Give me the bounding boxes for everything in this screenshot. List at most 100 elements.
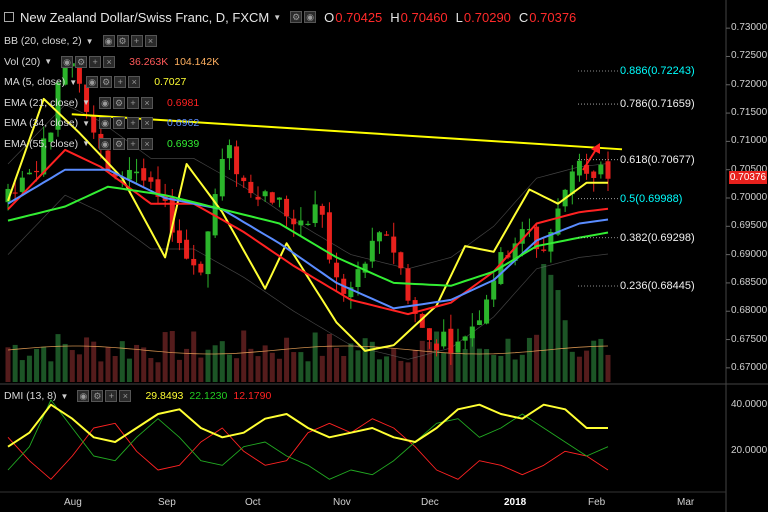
eye-icon[interactable]: ◉: [61, 55, 74, 68]
symbol-square-icon[interactable]: [4, 12, 14, 22]
eye-icon[interactable]: ◉: [77, 390, 90, 402]
chevron-down-icon[interactable]: ▼: [82, 118, 91, 128]
add-icon[interactable]: +: [105, 390, 118, 402]
time-tick-label: Oct: [245, 497, 261, 508]
price-tick-label: 0.72000: [731, 78, 768, 90]
eye-icon[interactable]: ◉: [86, 76, 99, 88]
eye-icon[interactable]: ◉: [102, 35, 115, 47]
close-icon[interactable]: ×: [103, 55, 116, 68]
fib-level-label: 0.886(0.72243): [620, 65, 695, 77]
ema55-line: [7, 185, 609, 287]
eye-icon[interactable]: ◉: [304, 11, 317, 23]
candle-body: [148, 177, 154, 182]
eye-icon[interactable]: ◉: [99, 96, 112, 109]
legend-row[interactable]: EMA (55, close) ▼ ◉ ⚙ + × 0.6939: [4, 136, 199, 152]
volume-bar: [605, 354, 611, 382]
close-icon[interactable]: ×: [128, 76, 141, 88]
volume-bar: [291, 352, 297, 382]
candle-body: [448, 328, 454, 353]
legend-row[interactable]: MA (5, close) ▼ ◉ ⚙ + × 0.7027: [4, 74, 186, 90]
add-icon[interactable]: +: [127, 137, 140, 150]
fibonacci-levels: [578, 70, 618, 287]
ema21-line: [7, 148, 609, 316]
close-icon[interactable]: ×: [141, 96, 154, 109]
candle-body: [519, 229, 525, 244]
add-icon[interactable]: +: [127, 117, 140, 129]
chevron-down-icon[interactable]: ▼: [69, 77, 78, 87]
legend-row[interactable]: EMA (21, close) ▼ ◉ ⚙ + × 0.6981: [4, 95, 199, 111]
volume-bar: [191, 331, 197, 382]
volume-bar: [26, 355, 32, 382]
volume-bar: [76, 354, 82, 382]
volume-bar: [226, 354, 232, 382]
chart-header: New Zealand Dollar/Swiss Franc, D, FXCM …: [0, 7, 584, 27]
candle-body: [555, 208, 561, 235]
settings-icon[interactable]: ⚙: [113, 117, 126, 129]
volume-bar: [234, 358, 240, 382]
close-icon[interactable]: ×: [141, 137, 154, 150]
candle-body: [434, 343, 440, 351]
legend-row[interactable]: BB (20, close, 2) ▼ ◉ ⚙ + ×: [4, 33, 165, 49]
chevron-down-icon[interactable]: ▼: [44, 57, 53, 66]
chevron-down-icon[interactable]: ▼: [60, 391, 69, 401]
candle-body: [19, 177, 25, 192]
chevron-down-icon[interactable]: ▼: [273, 12, 282, 22]
chevron-down-icon[interactable]: ▼: [85, 36, 94, 46]
close-icon[interactable]: ×: [119, 390, 132, 402]
legend-label: MA (5, close): [4, 76, 66, 88]
volume-bar: [426, 342, 432, 382]
candle-body: [5, 188, 11, 203]
candle-body: [541, 249, 547, 251]
settings-icon[interactable]: ⚙: [75, 55, 88, 68]
volume-bar: [112, 356, 118, 382]
settings-icon[interactable]: ⚙: [100, 76, 113, 88]
close-icon[interactable]: ×: [141, 117, 154, 129]
candle-body: [484, 299, 490, 324]
price-tick-label: 0.69000: [731, 248, 768, 260]
candle-body: [605, 161, 611, 179]
chevron-down-icon[interactable]: ▼: [82, 98, 91, 107]
volume-bar: [262, 345, 268, 382]
add-icon[interactable]: +: [130, 35, 143, 47]
settings-icon[interactable]: ⚙: [116, 35, 129, 47]
volume-bar: [569, 351, 575, 382]
volume-bar: [376, 359, 382, 382]
eye-icon[interactable]: ◉: [99, 117, 112, 129]
volume-bar: [269, 352, 275, 382]
add-icon[interactable]: +: [114, 76, 127, 88]
time-tick-label: Dec: [421, 497, 439, 508]
legend-value: 104.142K: [174, 55, 220, 68]
settings-icon[interactable]: ⚙: [290, 11, 303, 23]
fib-level-label: 0.5(0.69988): [620, 192, 683, 205]
settings-icon[interactable]: ⚙: [113, 96, 126, 109]
volume-bar: [412, 349, 418, 382]
volume-bar: [491, 355, 497, 382]
fib-level-label: 0.786(0.71659): [620, 98, 695, 111]
add-icon[interactable]: +: [127, 96, 140, 109]
settings-icon[interactable]: ⚙: [113, 137, 126, 150]
legend-row[interactable]: Vol (20) ▼ ◉ ⚙ + × 36.263K 104.142K: [4, 54, 219, 70]
legend-row[interactable]: EMA (34, close) ▼ ◉ ⚙ + × 0.6962: [4, 115, 199, 131]
candle-body: [569, 171, 575, 195]
dmi-legend-row[interactable]: DMI (13, 8) ▼ ◉ ⚙ + × 29.8493 22.1230 12.1790: [4, 388, 271, 404]
eye-icon[interactable]: ◉: [99, 137, 112, 150]
candle-body: [105, 150, 111, 171]
volume-bar: [12, 344, 18, 382]
volume-bar: [19, 360, 25, 382]
dmi-layer: [7, 399, 609, 480]
candle-body: [91, 116, 97, 133]
add-icon[interactable]: +: [89, 55, 102, 68]
volume-bar: [119, 341, 125, 382]
symbol-title[interactable]: New Zealand Dollar/Swiss Franc, D, FXCM: [20, 9, 270, 25]
volume-bar: [276, 358, 282, 382]
time-tick-label: Feb: [588, 497, 606, 508]
settings-icon[interactable]: ⚙: [91, 390, 104, 402]
candle-body: [126, 169, 132, 180]
close-icon[interactable]: ×: [144, 35, 157, 47]
legend-label: EMA (34, close): [4, 117, 79, 129]
volume-bar: [55, 334, 61, 382]
chevron-down-icon[interactable]: ▼: [82, 139, 91, 148]
adx-line: [7, 403, 608, 448]
time-tick-label: 2018: [504, 497, 527, 508]
